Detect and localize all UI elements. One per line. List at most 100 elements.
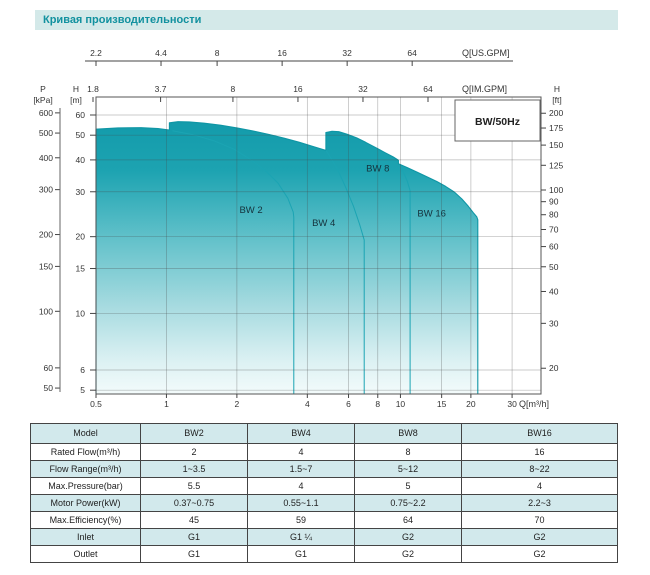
row-label: Max.Pressure(bar) [30,477,141,495]
table-cell: G2 [354,545,462,563]
ft-tick-label: 30 [549,318,559,328]
table-cell: 8 [354,443,462,461]
table-header-cell: BW4 [247,423,355,444]
table-cell: 16 [461,443,618,461]
table-cell: 4 [247,477,355,495]
table-cell: 4 [247,443,355,461]
table-cell: 45 [140,511,248,529]
im-gpm-tick-label: 32 [358,84,368,94]
kpa-axis-title: P [40,84,46,94]
ft-tick-label: 60 [549,242,559,252]
table-cell: 2 [140,443,248,461]
table-cell: 2.2~3 [461,494,618,512]
ft-tick-label: 90 [549,197,559,207]
table-cell: G1 ¼ [247,528,355,546]
im-gpm-tick-label: 64 [423,84,433,94]
table-cell: 70 [461,511,618,529]
table-cell: 1.5~7 [247,460,355,478]
curve-label: BW 8 [366,164,389,175]
axis-ticks [55,61,546,398]
frequency-box [454,99,541,142]
table-cell: 5~12 [354,460,462,478]
table-cell: G1 [140,528,248,546]
table-row: Max.Pressure(bar) 5.5 4 5 4 [30,477,618,495]
x-axis-unit: Q[m³/h] [519,399,549,409]
page-title-text: Кривая производительности [43,14,202,26]
m-tick-label: 5 [80,385,85,395]
row-label: Inlet [30,528,141,546]
kpa-tick-label: 500 [39,128,53,138]
us-gpm-tick-label: 32 [342,48,352,58]
table-row: Max.Efficiency(%) 45 59 64 70 [30,511,618,529]
ft-tick-label: 70 [549,225,559,235]
plot-border [95,96,542,395]
ft-tick-label: 40 [549,286,559,296]
ft-tick-label: 50 [549,262,559,272]
row-label: Flow Range(m³/h) [30,460,141,478]
table-cell: 64 [354,511,462,529]
m-tick-label: 10 [76,308,86,318]
curve-boundary-bw8 [398,164,411,394]
table-header-model: Model [30,423,141,444]
table-row: Rated Flow(m³/h) 2 4 8 16 [30,443,618,461]
m-tick-label: 30 [76,187,86,197]
row-label: Rated Flow(m³/h) [30,443,141,461]
m-tick-label: 50 [76,130,86,140]
table-cell: 5 [354,477,462,495]
table-header-cell: BW2 [140,423,248,444]
us-gpm-tick-label: 4.4 [155,48,167,58]
m-axis-unit: [m] [70,95,82,105]
ft-tick-label: 20 [549,363,559,373]
table-cell: 1~3.5 [140,460,248,478]
im-gpm-tick-label: 16 [293,84,303,94]
row-label: Max.Efficiency(%) [30,511,141,529]
curve-label: BW 4 [312,218,335,229]
ft-tick-label: 200 [549,108,563,118]
table-header-row: Model BW2 BW4 BW8 BW16 [30,423,618,444]
m-tick-label: 20 [76,232,86,242]
ft-tick-label: 175 [549,123,563,133]
curve-label: BW 16 [417,208,446,219]
kpa-tick-label: 600 [39,108,53,118]
table-cell: G2 [461,528,618,546]
table-cell: 4 [461,477,618,495]
ft-axis-unit: [ft] [552,95,561,105]
kpa-tick-label: 100 [39,306,53,316]
table-cell: 0.55~1.1 [247,494,355,512]
row-label: Motor Power(kW) [30,494,141,512]
curve-boundary-bw4 [325,150,365,394]
x-tick-label: 10 [396,399,406,409]
ft-tick-label: 80 [549,210,559,220]
page-title: Кривая производительности [35,10,618,30]
x-tick-label: 1 [164,399,169,409]
im-gpm-tick-label: 3.7 [155,84,167,94]
table-cell: G2 [354,528,462,546]
kpa-tick-label: 400 [39,153,53,163]
im-gpm-tick-label: 8 [231,84,236,94]
envelope-area [95,121,479,395]
row-label: Outlet [30,545,141,563]
x-tick-label: 4 [305,399,310,409]
x-tick-label: 15 [437,399,447,409]
table-row: Inlet G1 G1 ¼ G2 G2 [30,528,618,546]
table-cell: G1 [247,545,355,563]
table-cell: G2 [461,545,618,563]
ft-tick-label: 125 [549,160,563,170]
m-tick-label: 6 [80,365,85,375]
x-tick-label: 8 [375,399,380,409]
us-gpm-tick-label: 2.2 [90,48,102,58]
im-gpm-axis-unit: Q[IM.GPM] [462,84,507,94]
m-tick-label: 60 [76,110,86,120]
table-header-cell: BW16 [461,423,618,444]
spec-table: Model BW2 BW4 BW8 BW16 Rated Flow(m³/h) 2 4 8 16 F… [30,423,618,563]
kpa-tick-label: 150 [39,261,53,271]
table-row: Outlet G1 G1 G2 G2 [30,545,618,563]
table-row: Motor Power(kW) 0.37~0.75 0.55~1.1 0.75~2.2… [30,494,618,512]
table-cell: G1 [140,545,248,563]
x-tick-label: 0.5 [90,399,102,409]
kpa-tick-label: 300 [39,185,53,195]
ft-tick-label: 150 [549,140,563,150]
table-cell: 5.5 [140,477,248,495]
performance-chart: 0.5 1 2 4 6 8 10 15 20 30 Q[m³/h]2.2 4.4 8 16 32 64 Q[US… [33,48,563,409]
